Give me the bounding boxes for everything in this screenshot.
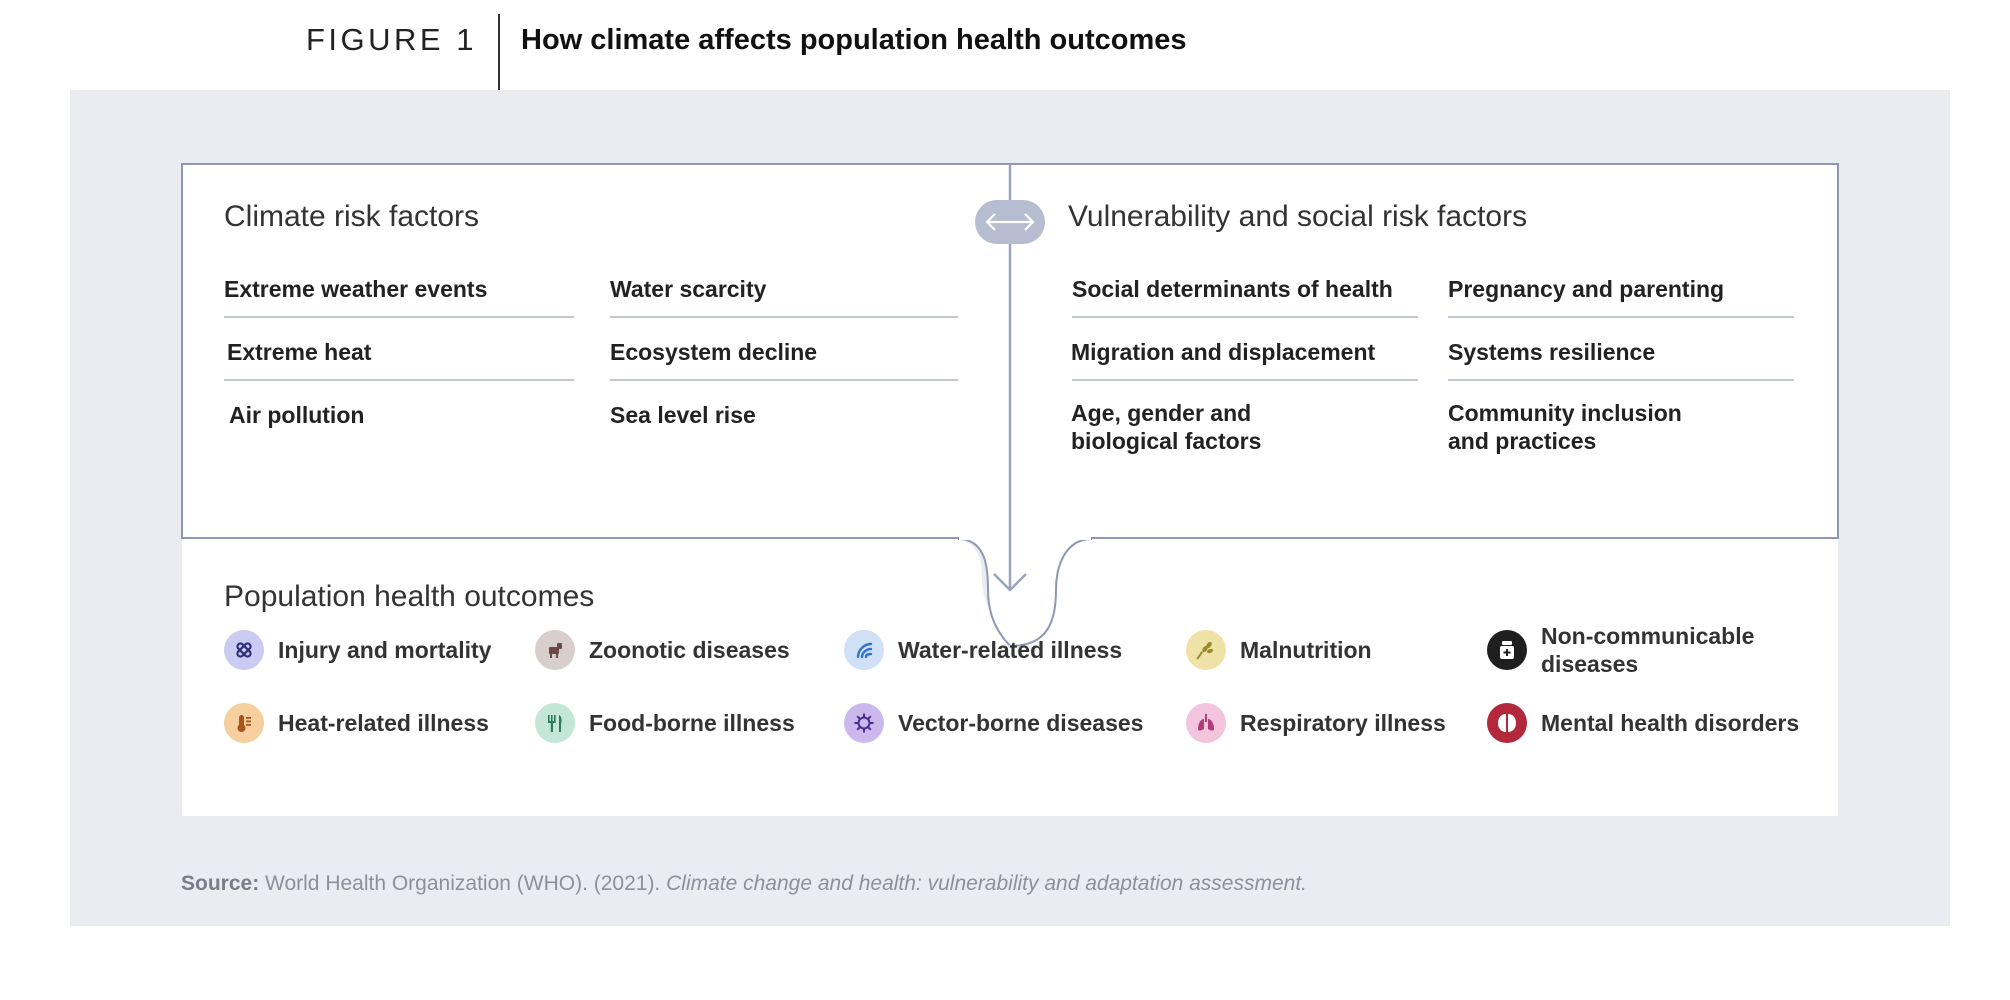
outcome-label: Non-communicable diseases [1541, 623, 1755, 677]
outcomes-area-bg [182, 538, 1838, 816]
climate-factor: Extreme heat [227, 339, 372, 365]
outcome-label: Respiratory illness [1240, 710, 1446, 736]
outcome-item: Injury and mortality [224, 630, 491, 670]
vulnerability-factor: Age, gender and biological factors [1071, 400, 1262, 454]
row-divider [224, 316, 574, 318]
thermometer-icon [224, 703, 264, 743]
outcome-label: Zoonotic diseases [589, 637, 790, 663]
row-divider [1448, 379, 1794, 381]
outcome-label: Malnutrition [1240, 637, 1372, 663]
vulnerability-factor: Pregnancy and parenting [1448, 276, 1725, 302]
row-divider [1072, 316, 1418, 318]
down-arrow-icon [993, 573, 1027, 592]
climate-factor: Sea level rise [610, 402, 756, 428]
source-text: World Health Organization (WHO). (2021). [259, 872, 667, 895]
climate-factor: Water scarcity [610, 276, 767, 302]
climate-heading: Climate risk factors [224, 200, 480, 233]
lungs-icon [1186, 703, 1226, 743]
row-divider [1072, 379, 1418, 381]
vulnerability-factor: Social determinants of health [1072, 276, 1393, 302]
notch-outline [957, 538, 1093, 647]
figure-header: FIGURE 1 How climate affects population … [0, 0, 2010, 92]
outcomes-heading: Population health outcomes [224, 580, 595, 613]
bandage-icon [224, 630, 264, 670]
vulnerability-factor: Systems resilience [1448, 339, 1656, 365]
source-label: Source: [181, 872, 260, 895]
source-note: Source: World Health Organization (WHO).… [181, 872, 1307, 896]
outcome-item: Food-borne illness [535, 703, 795, 743]
medicine-bottle-icon [1487, 630, 1527, 670]
two-way-arrow-icon [985, 213, 1035, 231]
outcome-item: Zoonotic diseases [535, 630, 790, 670]
water-wave-icon [844, 630, 884, 670]
outcome-item: Vector-borne diseases [844, 703, 1143, 743]
outcome-item: Water-related illness [844, 630, 1122, 670]
row-divider [610, 316, 958, 318]
animal-icon [535, 630, 575, 670]
figure-panel: Climate risk factors Vulnerability and s… [70, 90, 1950, 926]
row-divider [1448, 316, 1794, 318]
climate-factor: Extreme weather events [224, 276, 488, 302]
vulnerability-factor: Community inclusion and practices [1448, 400, 1682, 454]
row-divider [610, 379, 958, 381]
vulnerability-factor: Migration and displacement [1071, 339, 1376, 365]
outcome-label: Water-related illness [898, 637, 1123, 663]
climate-factor: Air pollution [229, 402, 365, 428]
outcome-label: Food-borne illness [589, 710, 795, 736]
vulnerability-heading: Vulnerability and social risk factors [1068, 200, 1528, 233]
outcome-item: Heat-related illness [224, 703, 489, 743]
outcome-item: Malnutrition [1186, 630, 1372, 670]
header-divider [498, 14, 500, 90]
figure-title: How climate affects population health ou… [521, 24, 1187, 56]
outcome-item: Mental health disorders [1487, 703, 1799, 743]
virus-icon [844, 703, 884, 743]
outcome-label: Vector-borne diseases [898, 710, 1144, 736]
row-divider [224, 379, 574, 381]
wheat-icon [1186, 630, 1226, 670]
fork-knife-icon [535, 703, 575, 743]
figure-label: FIGURE 1 [306, 22, 477, 57]
diagram-frame [181, 163, 1839, 816]
outcome-item: Non-communicable diseases [1487, 623, 1754, 677]
source-title: Climate change and health: vulnerability… [666, 872, 1308, 895]
outcome-label: Injury and mortality [278, 637, 492, 663]
outcome-item: Respiratory illness [1186, 703, 1446, 743]
brain-icon [1487, 703, 1527, 743]
outcome-label: Mental health disorders [1541, 710, 1800, 736]
climate-factor: Ecosystem decline [610, 339, 818, 365]
outcome-label: Heat-related illness [278, 710, 489, 736]
